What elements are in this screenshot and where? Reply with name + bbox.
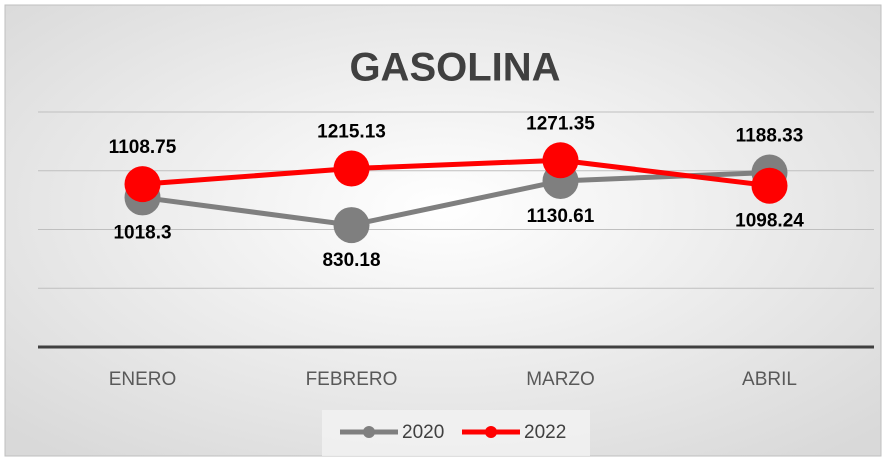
series-line	[142, 169, 770, 228]
point-marker	[542, 142, 579, 179]
data-label: 1188.33	[736, 125, 804, 146]
data-label: 1271.35	[526, 113, 595, 134]
data-label: 830.18	[322, 250, 380, 271]
chart-background	[4, 4, 882, 457]
data-label: 1130.61	[527, 206, 595, 227]
data-label: 1098.24	[735, 211, 804, 232]
data-label: 1018.3	[113, 222, 171, 243]
x-tick-label: ENERO	[109, 369, 177, 390]
x-tick-label: ABRIL	[742, 369, 797, 390]
point-marker	[751, 167, 788, 204]
series-line	[142, 157, 770, 189]
x-tick-label: MARZO	[526, 369, 595, 390]
point-marker	[333, 150, 370, 187]
legend-label: 2022	[524, 422, 566, 443]
point-marker	[333, 207, 370, 244]
legend-marker	[485, 426, 497, 438]
x-tick-label: FEBRERO	[306, 369, 398, 390]
legend-label: 2020	[402, 422, 444, 443]
legend-marker	[363, 426, 375, 438]
data-label: 1215.13	[317, 122, 386, 143]
chart-title: GASOLINA	[349, 46, 560, 90]
data-label: 1108.75	[109, 137, 177, 158]
point-marker	[124, 166, 161, 203]
